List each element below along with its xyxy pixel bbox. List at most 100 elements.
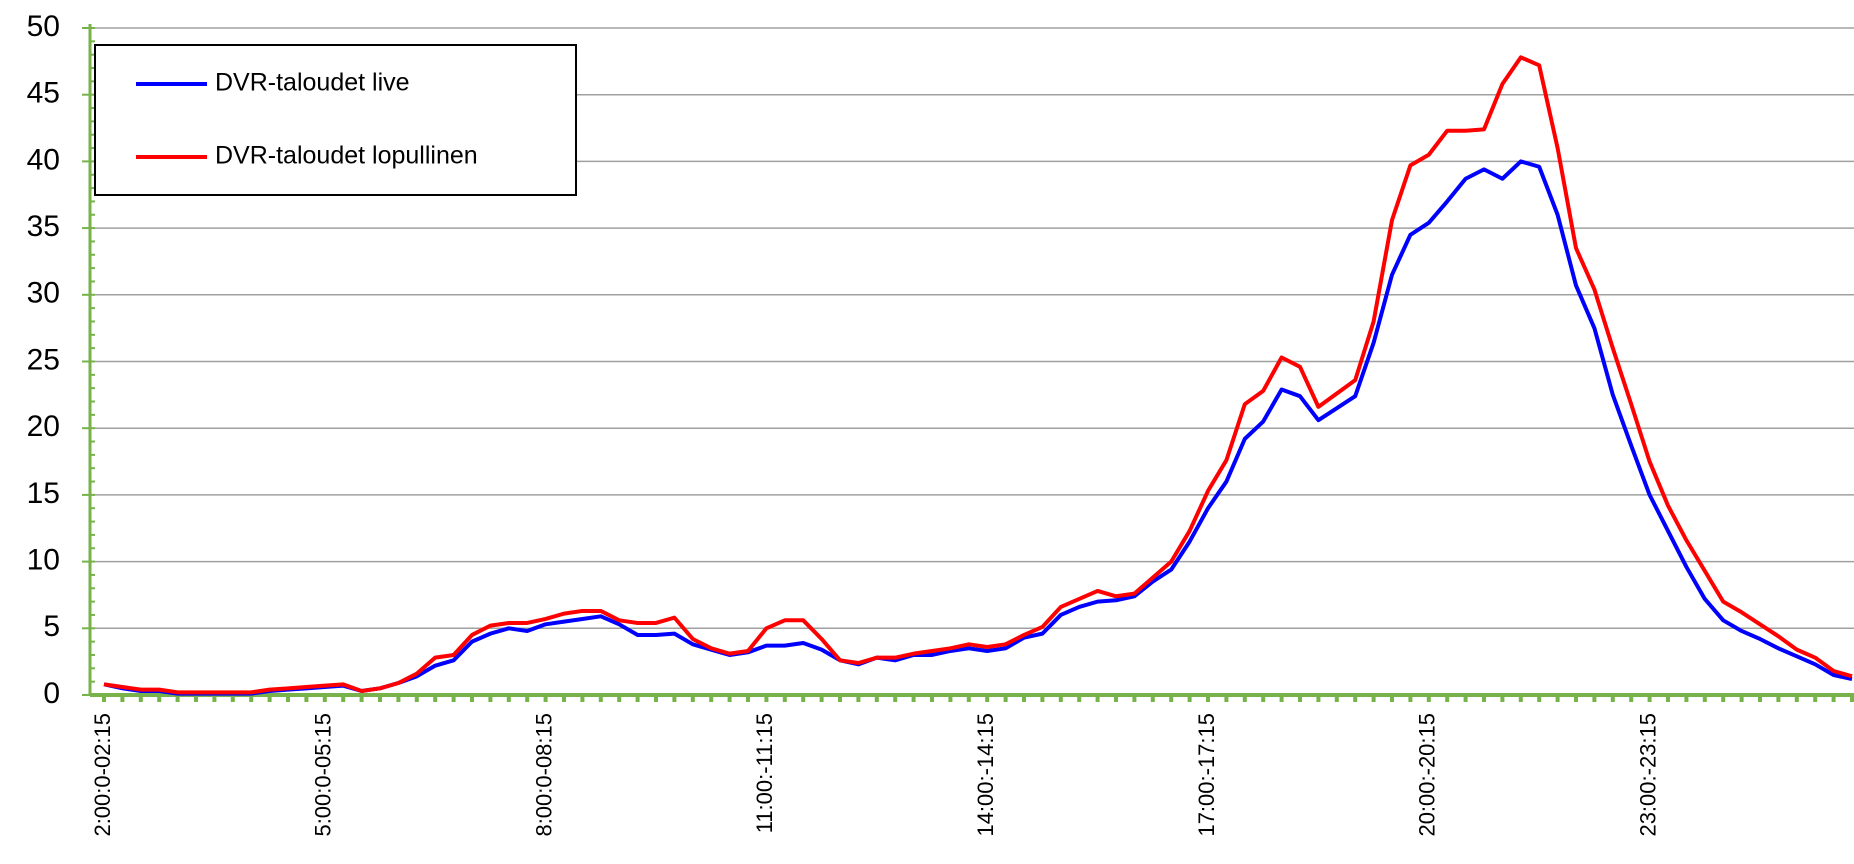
x-tick — [1224, 695, 1229, 702]
x-tick — [1647, 695, 1652, 702]
x-tick — [635, 695, 640, 702]
x-tick — [1206, 695, 1210, 702]
x-tick — [1316, 695, 1321, 702]
x-tick — [1445, 695, 1450, 702]
x-tick — [378, 695, 382, 702]
x-tick — [322, 695, 327, 702]
x-tick-label: 14:00:-14:15 — [973, 713, 998, 837]
x-tick — [451, 695, 456, 702]
x-tick — [1684, 695, 1689, 702]
x-tick — [1500, 695, 1505, 702]
x-tick — [801, 695, 806, 702]
x-tick — [1666, 695, 1670, 702]
x-tick-label: 20:00:-20:15 — [1415, 713, 1440, 837]
x-tick — [1592, 695, 1597, 702]
x-tick — [948, 695, 953, 702]
x-tick — [911, 695, 916, 702]
x-tick — [1555, 695, 1560, 702]
grid — [90, 27, 1854, 696]
x-tick — [746, 695, 750, 702]
y-tick-label: 35 — [27, 210, 60, 243]
x-tick — [525, 695, 530, 702]
lines — [103, 55, 1853, 696]
x-tick — [985, 695, 990, 702]
x-tick — [102, 695, 106, 702]
y-tick-label: 10 — [27, 544, 60, 577]
x-tick — [1408, 695, 1413, 702]
x-tick — [1371, 695, 1376, 702]
x-tick-label: 23:00:-23:15 — [1635, 713, 1660, 837]
x-tick — [709, 695, 714, 702]
x-tick — [230, 695, 235, 702]
x-tick — [1574, 695, 1578, 702]
x-tick-label: 8:00:0-08:15 — [531, 713, 556, 837]
legend-label: DVR-taloudet live — [215, 69, 410, 97]
x-tick — [1298, 695, 1302, 702]
data-line — [103, 55, 1853, 695]
x-tick — [249, 695, 254, 702]
y-tick-label: 50 — [27, 10, 60, 43]
x-tick — [212, 695, 217, 702]
x-tick — [488, 695, 493, 702]
x-tick — [1095, 695, 1100, 702]
x-tick — [359, 695, 364, 702]
x-tick — [1721, 695, 1726, 702]
x-tick — [1629, 695, 1634, 702]
y-tick-label: 40 — [27, 143, 60, 176]
x-tick — [838, 695, 842, 702]
x-tick — [1040, 695, 1045, 702]
x-tick — [194, 695, 198, 702]
x-tick — [580, 695, 585, 702]
x-tick — [1334, 695, 1339, 702]
x-tick-label: 17:00:-17:15 — [1194, 713, 1219, 837]
x-tick — [1022, 695, 1026, 702]
x-tick — [1242, 695, 1247, 702]
legend-label: DVR-taloudet lopullinen — [215, 142, 478, 170]
x-tick — [1426, 695, 1431, 702]
x-tick — [930, 695, 934, 702]
y-tick-label: 25 — [27, 343, 60, 376]
x-tick — [672, 695, 677, 702]
legend: DVR-taloudet live DVR-taloudet lopullinen — [94, 44, 577, 196]
x-tick — [1739, 695, 1744, 702]
y-tick-label: 15 — [27, 477, 60, 510]
x-tick — [893, 695, 898, 702]
x-tick — [1610, 695, 1615, 702]
x-tick — [286, 695, 290, 702]
x-tick — [764, 695, 769, 702]
x-tick — [1482, 695, 1486, 702]
x-tick — [966, 695, 971, 702]
x-tick — [396, 695, 401, 702]
x-tick — [1702, 695, 1707, 702]
x-tick — [267, 695, 272, 702]
x-tick-label: 11:00:-11:15 — [752, 713, 777, 833]
x-tick — [690, 695, 695, 702]
x-tick — [1003, 695, 1008, 702]
x-tick — [1169, 695, 1174, 702]
x-tick — [1187, 695, 1192, 702]
x-tick — [1831, 695, 1836, 702]
x-tick — [1261, 695, 1266, 702]
x-tick — [654, 695, 658, 702]
x-tick — [1058, 695, 1063, 702]
x-tick — [1537, 695, 1542, 702]
x-tick — [1518, 695, 1523, 702]
x-tick — [506, 695, 511, 702]
x-tick — [1150, 695, 1155, 702]
x-tick — [1132, 695, 1137, 702]
x-tick — [1114, 695, 1118, 702]
x-tick — [138, 695, 143, 702]
x-tick — [341, 695, 346, 702]
x-tick-label: 2:00:0-02:15 — [90, 713, 115, 837]
axes: 0 5 10 15 20 25 30 35 40 45 50 2:00:0-02:15 5:00:0-0… — [27, 10, 1854, 837]
x-tick — [1390, 695, 1394, 702]
x-tick — [120, 695, 125, 702]
y-tick-label: 5 — [43, 610, 60, 643]
x-tick — [1077, 695, 1082, 702]
x-tick — [304, 695, 309, 702]
x-tick — [433, 695, 438, 702]
x-tick — [1758, 695, 1762, 702]
y-tick-label: 20 — [27, 410, 60, 443]
